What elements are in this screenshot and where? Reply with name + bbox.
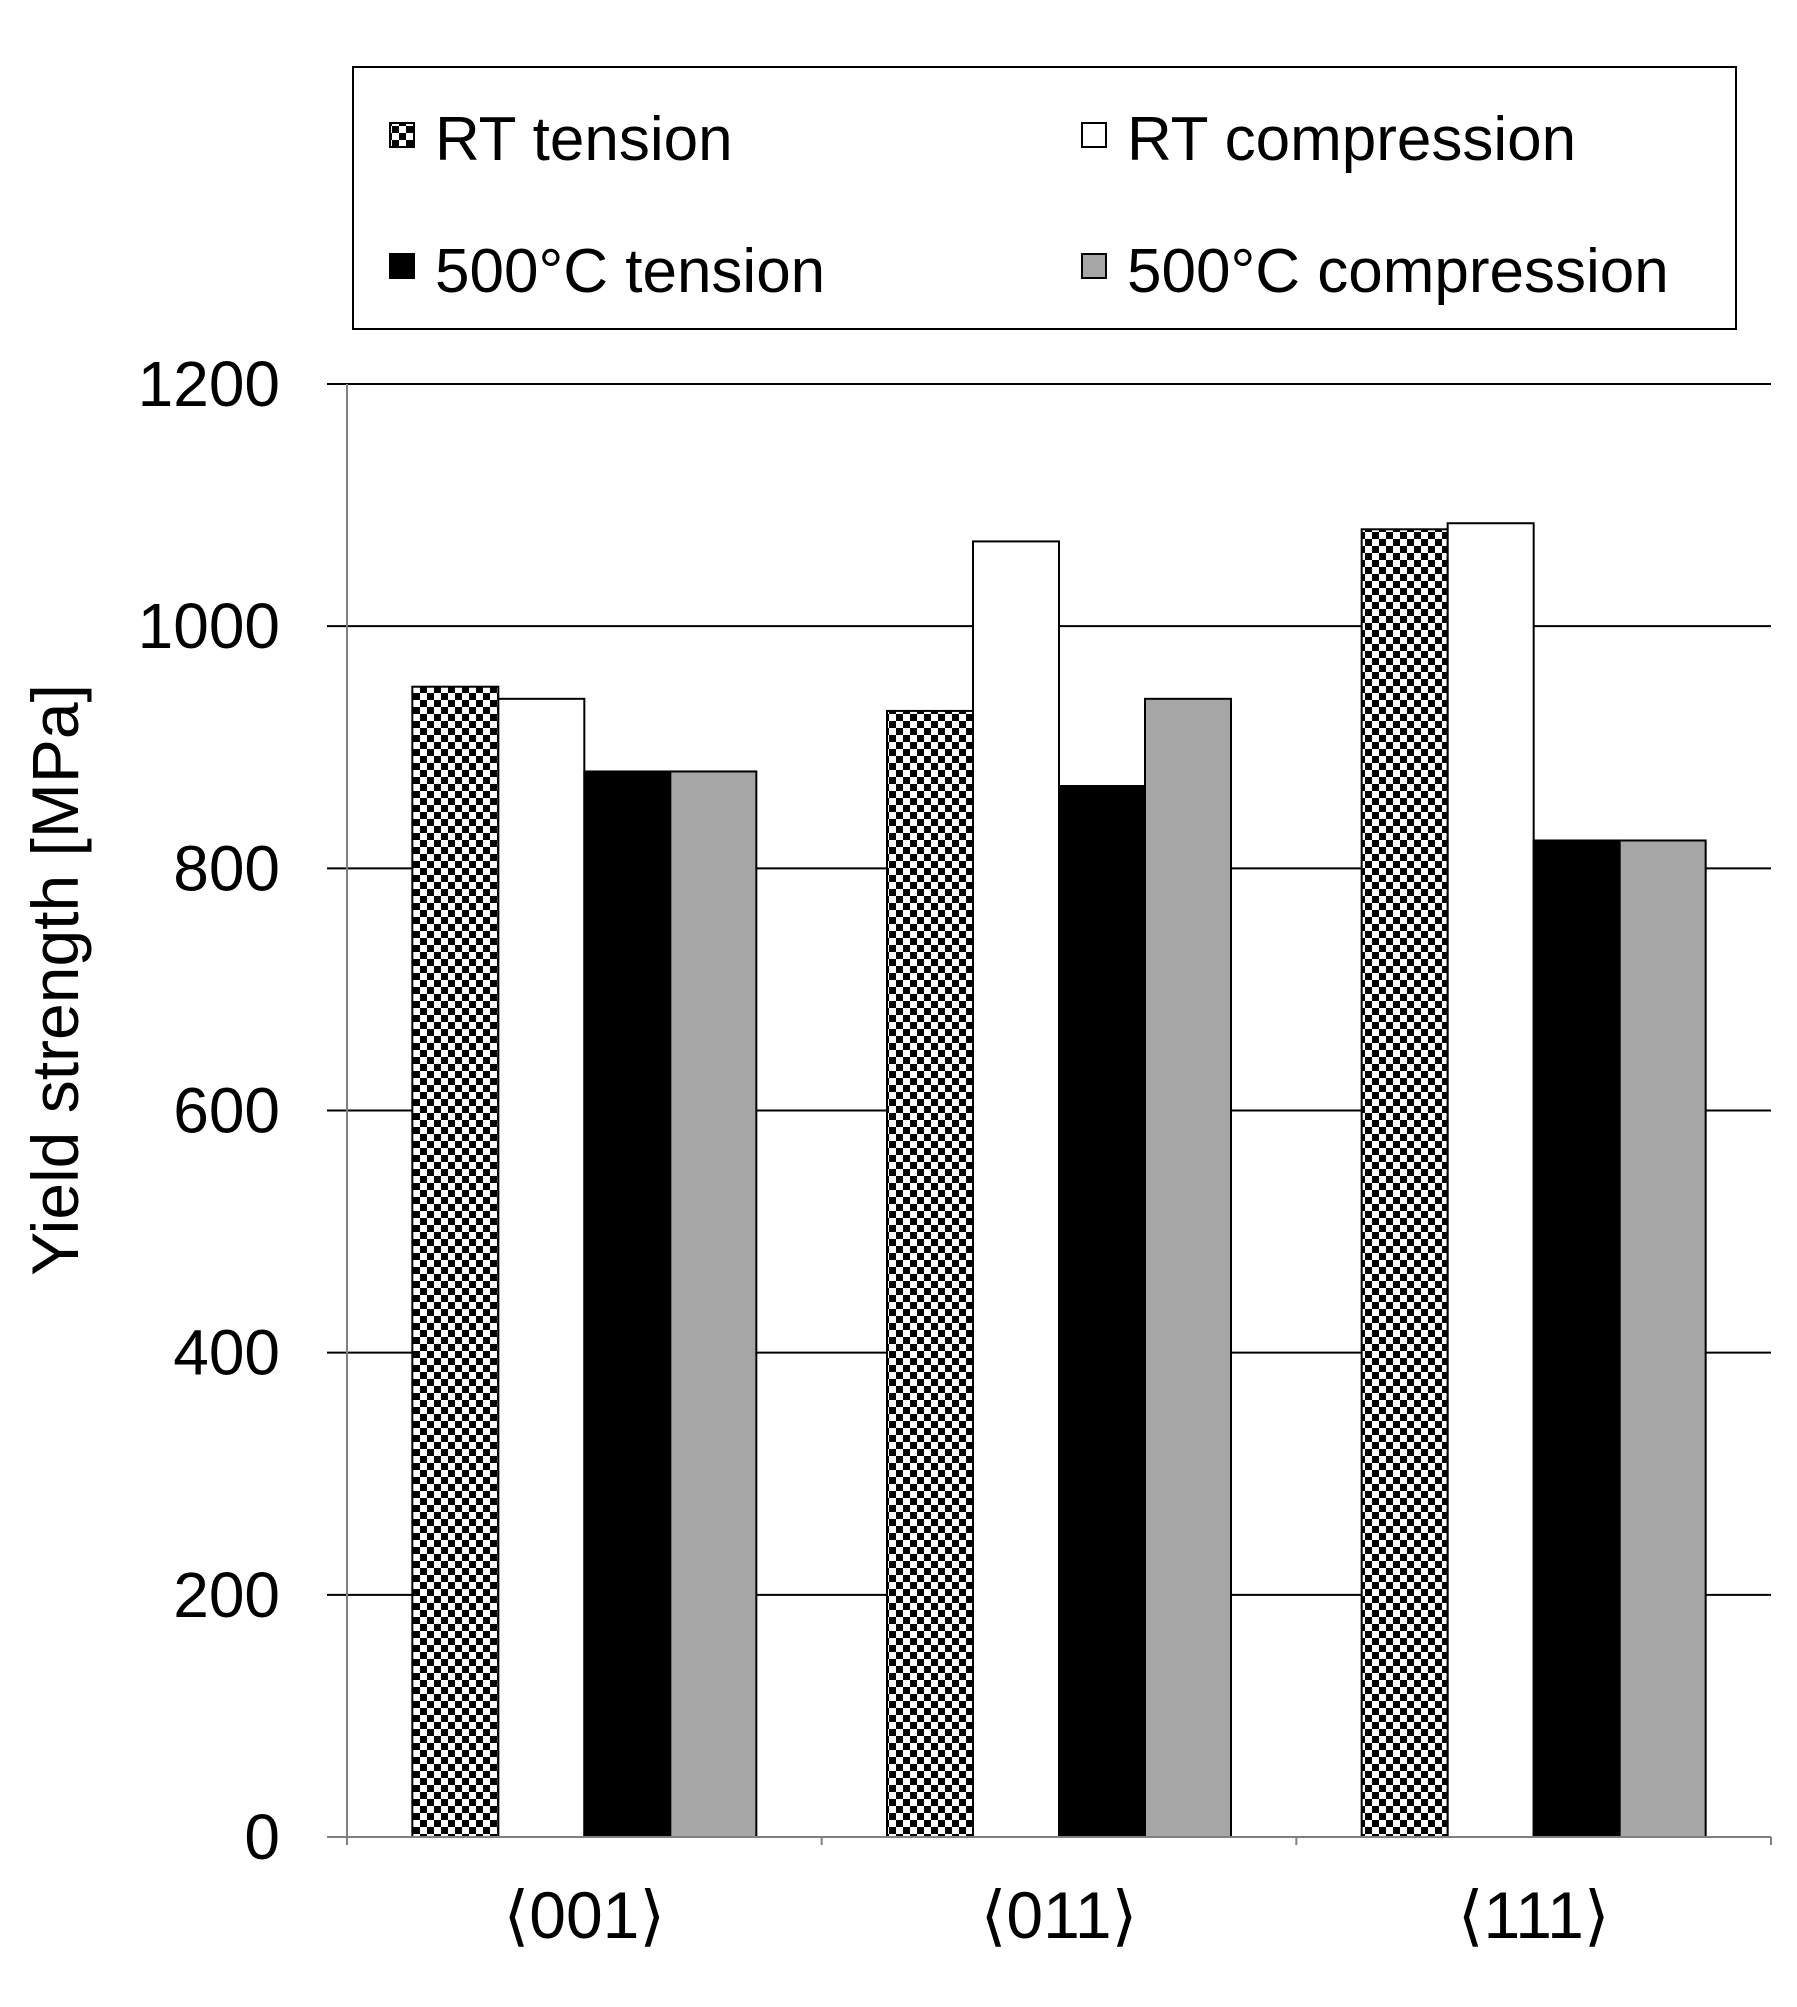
bar-rt-tension-1 (886, 709, 974, 1838)
legend-box (352, 66, 1737, 330)
bar-500-c-tension-1 (1058, 784, 1146, 1838)
y-tick-label-400: 400 (173, 1317, 280, 1389)
bar-500-c-tension-2 (1532, 839, 1621, 1838)
legend-item-500c-tension: 500°C tension (389, 237, 825, 306)
x-axis-ticks: ⟨001⟩ ⟨011⟩ ⟨111⟩ (504, 1878, 1610, 1952)
legend: RT tension RT compression 500°C tension … (352, 66, 1737, 330)
bar-rt-tension-0 (411, 685, 500, 1838)
bar-rt-tension-2 (1360, 528, 1449, 1838)
legend-label-rt-compression: RT compression (1127, 105, 1576, 174)
legend-label-500c-tension: 500°C tension (435, 237, 825, 306)
bar-500-c-compression-1 (1144, 697, 1232, 1838)
legend-item-rt-tension: RT tension (389, 105, 733, 174)
legend-label-500c-compression: 500°C compression (1127, 237, 1669, 306)
y-tick-label-600: 600 (173, 1075, 280, 1147)
axes (327, 384, 1772, 1845)
bar-500-c-compression-0 (669, 770, 758, 1838)
bar-rt-compression-1 (972, 540, 1060, 1838)
y-tick-label-1000: 1000 (138, 590, 280, 662)
y-axis-ticks: 0 200 400 600 800 1000 1200 (138, 348, 280, 1873)
legend-item-500c-compression: 500°C compression (1081, 237, 1669, 306)
legend-swatch-500c-compression (1081, 253, 1107, 279)
legend-swatch-rt-compression (1081, 122, 1107, 148)
bar-500-c-tension-0 (583, 770, 672, 1838)
bars (411, 522, 1707, 1838)
y-axis-title: Yield strength [MPa] (18, 684, 92, 1276)
x-tick-label-0: ⟨001⟩ (504, 1878, 666, 1952)
x-tick-label-1: ⟨011⟩ (981, 1878, 1138, 1952)
y-tick-label-1200: 1200 (138, 348, 280, 420)
bar-rt-compression-2 (1446, 522, 1535, 1838)
y-tick-label-0: 0 (244, 1801, 280, 1873)
legend-label-rt-tension: RT tension (435, 105, 733, 174)
bar-500-c-compression-2 (1618, 839, 1707, 1838)
y-tick-label-200: 200 (173, 1559, 280, 1631)
y-tick-label-800: 800 (173, 832, 280, 904)
legend-swatch-500c-tension (389, 253, 415, 279)
x-tick-label-2: ⟨111⟩ (1458, 1878, 1610, 1952)
bar-rt-compression-0 (497, 697, 586, 1838)
legend-swatch-rt-tension (389, 122, 415, 148)
legend-item-rt-compression: RT compression (1081, 105, 1576, 174)
